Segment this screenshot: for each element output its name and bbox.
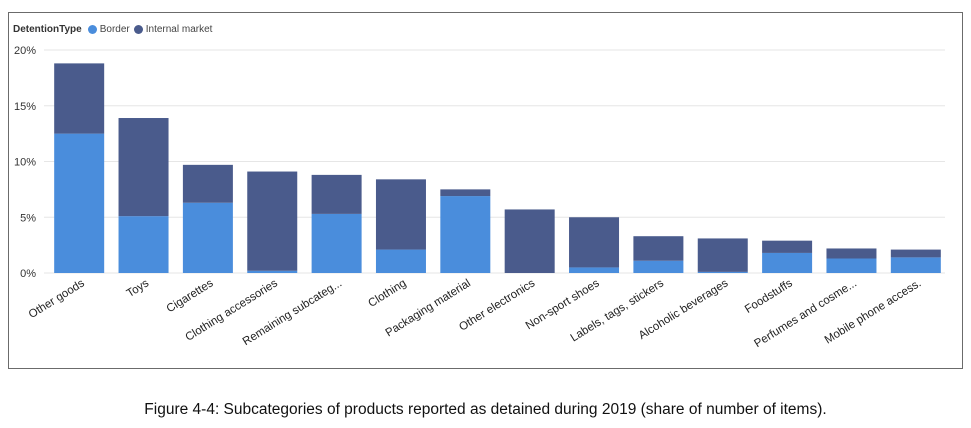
bar-internal-market: [504, 209, 555, 273]
bar-border: [182, 202, 233, 273]
y-tick-label: 10%: [14, 157, 36, 169]
bar-border: [375, 249, 426, 273]
bar-internal-market: [633, 236, 684, 261]
x-tick-label: Perfumes and cosme...: [752, 277, 859, 350]
x-tick-label: Cigarettes: [165, 277, 216, 315]
y-tick-label: 5%: [20, 212, 36, 224]
legend-swatch-internal-market: [133, 25, 143, 34]
legend-entry-internal-market[interactable]: Internal market: [133, 24, 213, 35]
x-tick-label: Clothing: [366, 277, 408, 310]
legend-entry-border[interactable]: Border: [87, 24, 130, 35]
bar-border: [311, 213, 362, 273]
legend-swatch-border: [87, 25, 97, 34]
x-tick-label: Toys: [125, 277, 152, 300]
bar-border: [54, 133, 105, 273]
bar-internal-market: [890, 249, 941, 258]
bar-internal-market: [569, 217, 620, 268]
x-tick-label: Other goods: [27, 277, 87, 321]
bar-border: [118, 216, 169, 273]
bar-internal-market: [118, 118, 169, 217]
legend-label-border: Border: [99, 24, 130, 35]
bar-internal-market: [697, 238, 748, 272]
bar-border: [440, 196, 491, 273]
bar-border: [247, 270, 298, 273]
bar-internal-market: [440, 189, 491, 197]
bar-internal-market: [54, 63, 105, 134]
bar-border: [697, 271, 748, 273]
stacked-bar-chart: 0% 5% 10% 15% 20% Other goods Toys Cigarettes Cl…: [14, 45, 945, 350]
legend-title: DetentionType: [13, 24, 82, 35]
bar-internal-market: [762, 240, 813, 253]
bar-border: [826, 258, 877, 273]
y-tick-label: 0%: [20, 268, 36, 280]
bar-internal-market: [182, 164, 233, 203]
bar-border: [633, 260, 684, 273]
bar-internal-market: [375, 179, 426, 250]
x-tick-label: Foodstuffs: [743, 277, 795, 316]
legend-label-internal-market: Internal market: [145, 24, 213, 35]
bar-internal-market: [311, 174, 362, 214]
bar-border: [569, 267, 620, 273]
bar-border: [890, 257, 941, 273]
bar-internal-market: [247, 171, 298, 271]
legend: DetentionType Border Internal market: [13, 24, 212, 35]
y-tick-label: 20%: [14, 45, 36, 57]
bar-border: [762, 252, 813, 273]
y-tick-label: 15%: [14, 101, 36, 113]
figure-caption: Figure 4-4: Subcategories of products re…: [144, 401, 827, 418]
bar-internal-market: [826, 248, 877, 259]
